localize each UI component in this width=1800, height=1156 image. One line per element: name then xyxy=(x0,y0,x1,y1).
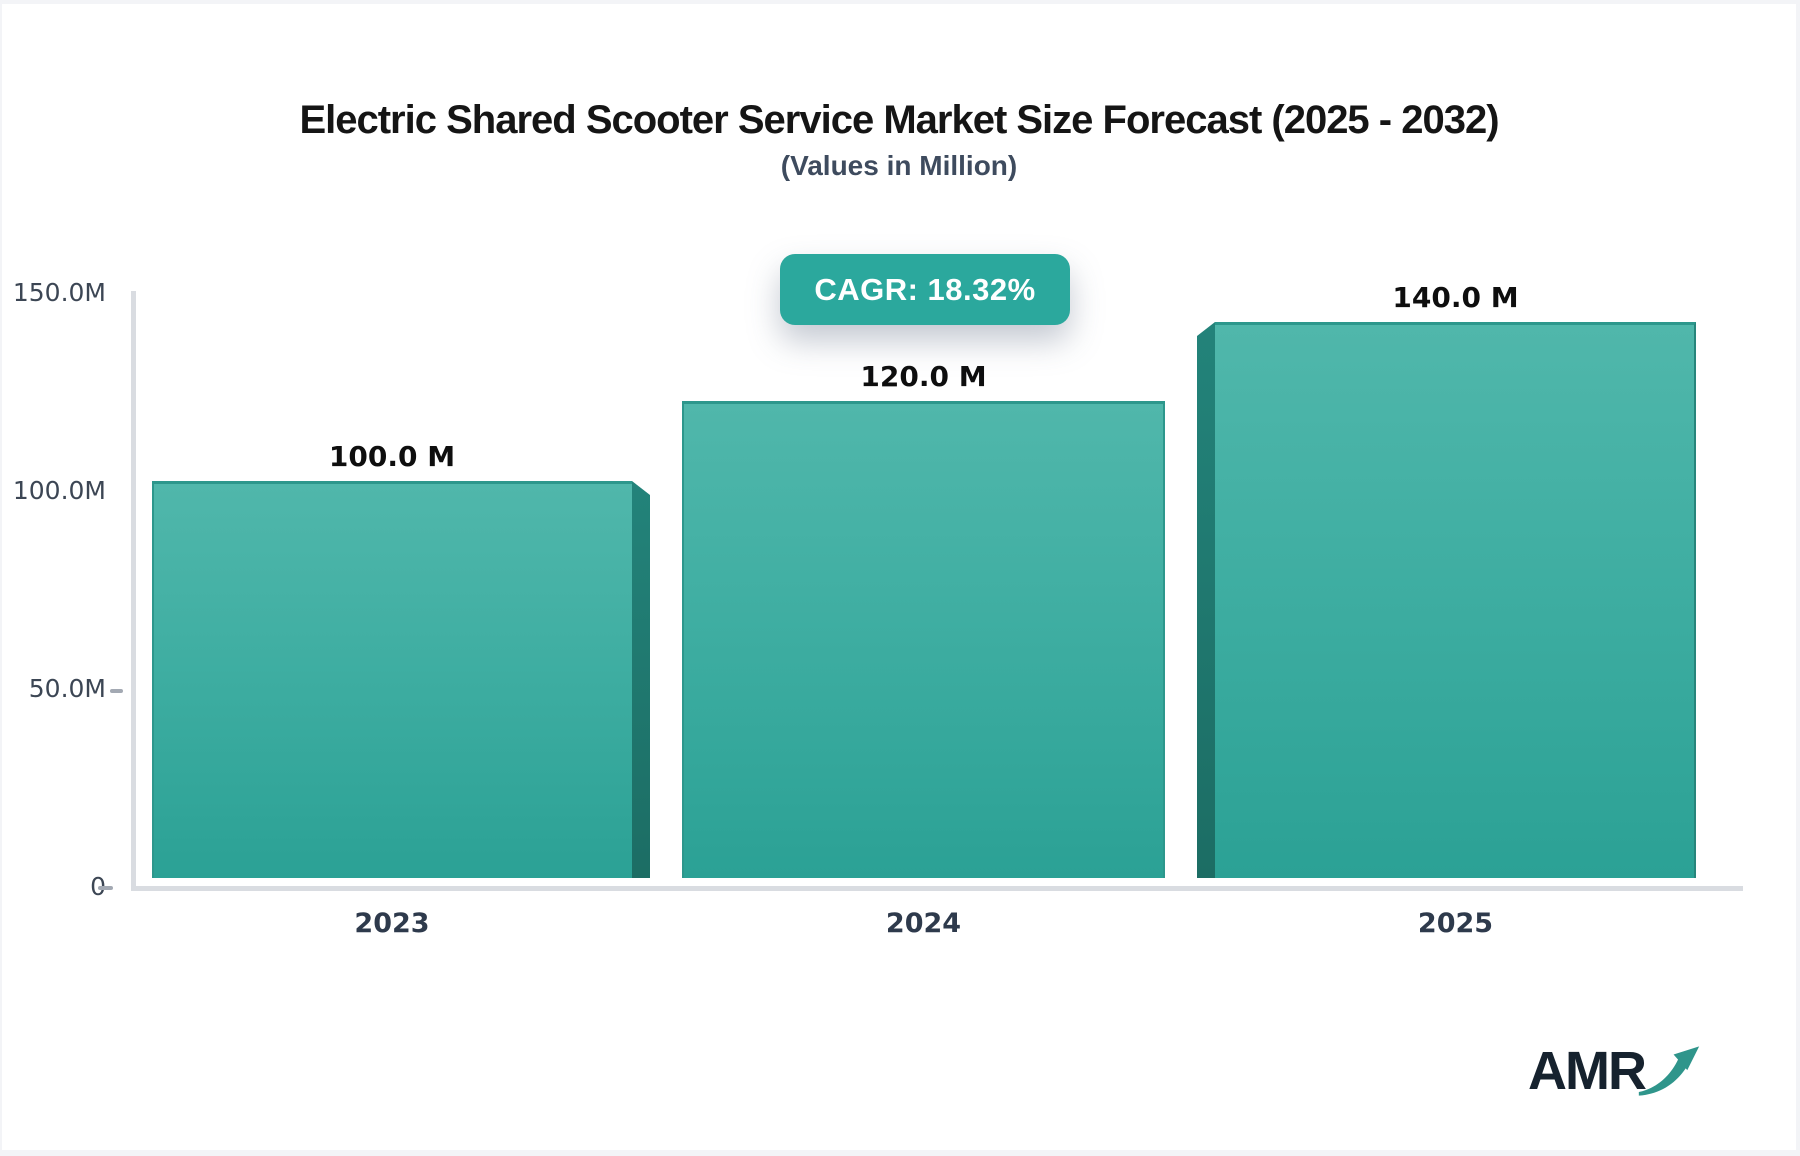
y-tick-label: 0 xyxy=(2,872,106,901)
x-axis-line xyxy=(131,886,1743,891)
chart-title: Electric Shared Scooter Service Market S… xyxy=(299,98,1499,142)
x-tick-label: 2024 xyxy=(885,908,962,939)
chart-subtitle: (Values in Million) xyxy=(780,150,1018,181)
cagr-badge: CAGR: 18.32% xyxy=(780,254,1070,325)
bar-value-label: 140.0 M xyxy=(1392,281,1519,314)
y-tick-label: 50.0M xyxy=(28,674,106,703)
y-tick-label: 150.0M xyxy=(12,278,106,307)
bar-3d-side-face xyxy=(1197,322,1215,878)
bar-value-label: 100.0 M xyxy=(328,440,456,473)
y-tick-mark xyxy=(110,689,123,693)
y-tick-mark xyxy=(98,886,113,890)
amr-logo-text: AMR xyxy=(1528,1041,1647,1101)
bar-body xyxy=(152,481,632,878)
bar-value-label: 120.0 M xyxy=(860,360,987,393)
bar-body xyxy=(682,401,1165,878)
bar-2024: 120.0 M xyxy=(682,360,1165,878)
bar-2025: 140.0 M xyxy=(1197,281,1696,878)
bar-3d-side-face xyxy=(632,481,650,878)
amr-logo: AMR xyxy=(1528,1042,1701,1098)
y-axis-line xyxy=(131,291,136,889)
y-tick-label: 100.0M xyxy=(12,476,106,505)
growth-arrow-icon xyxy=(1638,1046,1700,1096)
bar-body xyxy=(1215,322,1696,878)
x-tick-label: 2023 xyxy=(354,908,430,939)
bar-2023: 100.0 M xyxy=(152,440,650,878)
x-tick-label: 2025 xyxy=(1417,908,1494,939)
chart-page: Electric Shared Scooter Service Market S… xyxy=(2,4,1796,1150)
